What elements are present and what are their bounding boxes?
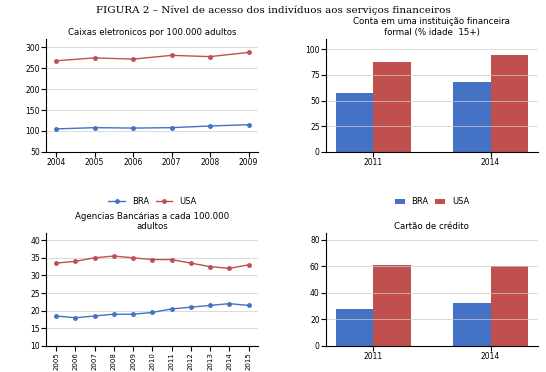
BRA	[130, 126, 136, 130]
Line: USA: USA	[54, 51, 250, 62]
USA	[149, 257, 156, 262]
BRA	[168, 307, 175, 311]
USA	[245, 263, 252, 267]
Line: BRA: BRA	[54, 123, 250, 131]
USA	[130, 57, 136, 61]
USA	[72, 259, 79, 264]
Bar	[336, 309, 373, 346]
Title: Caixas eletronicos por 100.000 adultos: Caixas eletronicos por 100.000 adultos	[68, 28, 236, 37]
BRA	[130, 312, 136, 317]
Bar	[453, 304, 491, 346]
Legend: BRA, USA: BRA, USA	[109, 198, 196, 206]
BRA	[207, 124, 213, 128]
BRA	[207, 303, 213, 308]
BRA	[245, 303, 252, 308]
Bar	[491, 55, 528, 152]
USA	[226, 266, 233, 270]
Bar	[373, 265, 411, 346]
BRA	[53, 127, 60, 131]
Line: BRA: BRA	[54, 302, 250, 320]
Text: FIGURA 2 – Nível de acesso dos indivíduos aos serviços financeiros: FIGURA 2 – Nível de acesso dos indivíduo…	[96, 6, 450, 15]
USA	[91, 256, 98, 260]
USA	[168, 257, 175, 262]
USA	[245, 50, 252, 55]
BRA	[53, 314, 60, 318]
USA	[207, 54, 213, 59]
Title: Conta em uma instituição financeira
formal (% idade  15+): Conta em uma instituição financeira form…	[353, 17, 511, 37]
BRA	[245, 122, 252, 127]
BRA	[149, 310, 156, 315]
BRA	[91, 125, 98, 130]
Bar	[373, 62, 411, 152]
USA	[53, 261, 60, 265]
BRA	[226, 301, 233, 306]
Line: USA: USA	[54, 254, 250, 270]
USA	[130, 256, 136, 260]
BRA	[187, 305, 194, 310]
Legend: BRA, USA: BRA, USA	[395, 198, 469, 206]
BRA	[91, 314, 98, 318]
Bar	[491, 266, 528, 346]
USA	[110, 254, 117, 258]
Title: Agencias Bancárias a cada 100.000
adultos: Agencias Bancárias a cada 100.000 adulto…	[75, 212, 229, 231]
USA	[53, 58, 60, 63]
BRA	[110, 312, 117, 317]
BRA	[72, 315, 79, 320]
USA	[187, 261, 194, 265]
USA	[91, 56, 98, 60]
Bar	[453, 82, 491, 152]
Bar	[336, 93, 373, 152]
USA	[168, 53, 175, 58]
BRA	[168, 125, 175, 130]
USA	[207, 264, 213, 269]
Title: Cartão de crédito: Cartão de crédito	[394, 222, 470, 231]
